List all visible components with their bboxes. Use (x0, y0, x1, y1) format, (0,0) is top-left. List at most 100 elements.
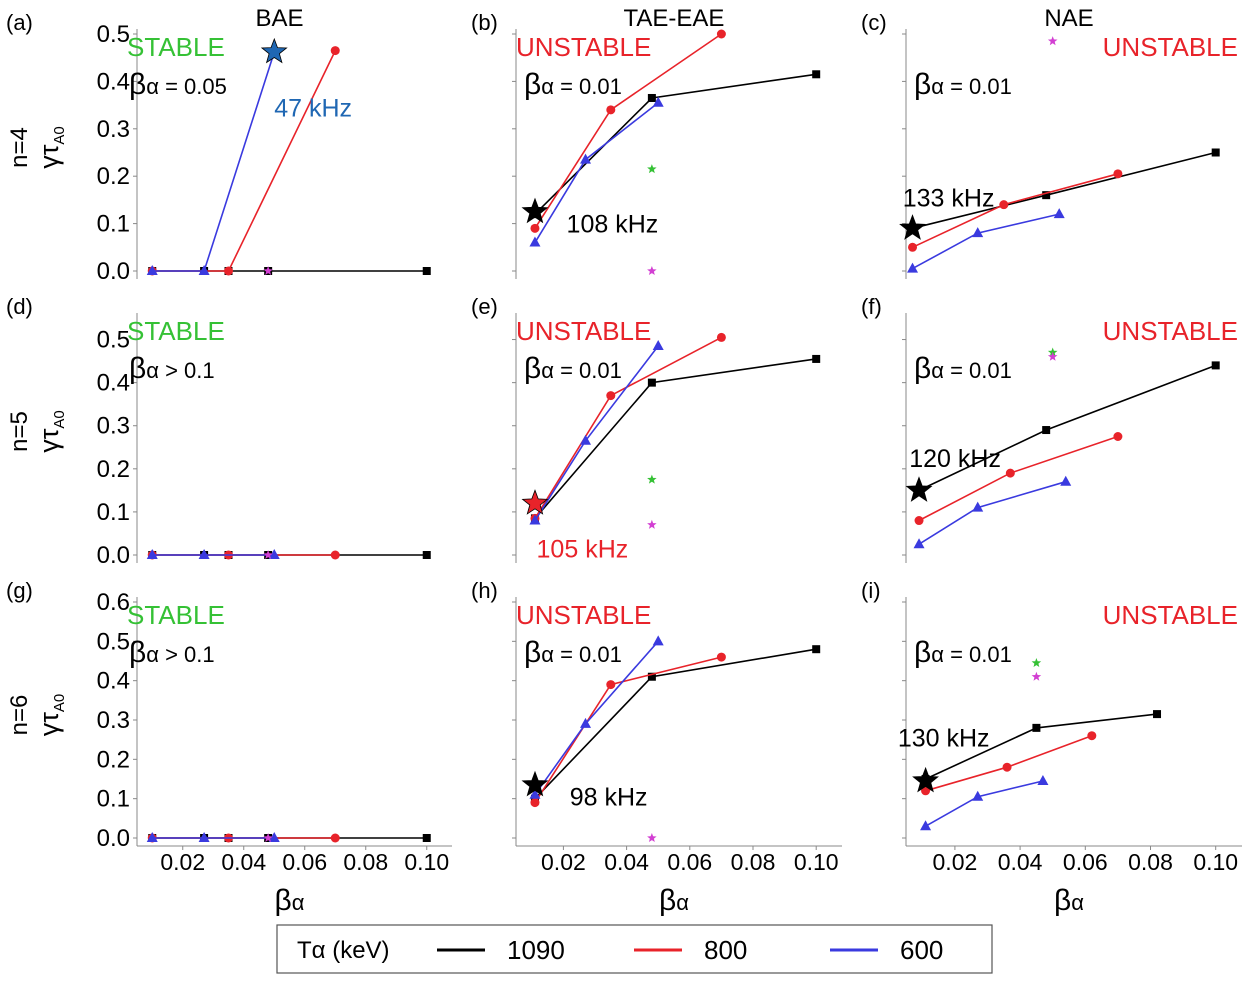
triangle-marker (529, 788, 541, 799)
x-axis-label-subscript: α (292, 890, 305, 915)
x-axis-label: βα (1054, 884, 1084, 917)
beta-subscript: α (541, 642, 554, 667)
circle-marker (224, 266, 233, 276)
frequency-annotation: 98 kHz (570, 784, 648, 812)
panel-label: (h) (471, 578, 498, 603)
beta-value: = 0.01 (944, 358, 1012, 383)
x-tick-label: 0.02 (160, 849, 205, 875)
y-tick-label: 0.0 (97, 258, 130, 285)
circle-marker (1113, 169, 1123, 179)
legend: Tα (keV) 1090 800 600 (276, 924, 993, 974)
column-title: TAE-EAE (624, 5, 725, 32)
square-marker (647, 93, 656, 102)
triangle-marker (146, 265, 158, 275)
y-axis-label: γτA0 (34, 126, 68, 169)
triangle-marker (198, 265, 210, 275)
circle-marker (606, 105, 616, 115)
beta-symbol: β (129, 352, 146, 385)
triangle-marker (529, 514, 541, 525)
beta-subscript: α (146, 74, 159, 99)
circle-marker (716, 652, 726, 662)
square-marker (1042, 426, 1051, 435)
triangle-marker (913, 538, 925, 549)
row-label-n=4: n=4 (6, 127, 33, 168)
panel-label: (c) (861, 10, 887, 35)
star-marker (521, 489, 549, 515)
star-marker (647, 266, 657, 275)
y-axis-title: γτA0 (34, 126, 68, 169)
beta-symbol: β (524, 636, 541, 669)
y-axis-label-subscript: A0 (51, 126, 68, 144)
status-label: UNSTABLE (516, 600, 651, 630)
star-marker (1031, 671, 1042, 681)
triangle-marker (972, 227, 984, 238)
triangle-marker (1037, 774, 1049, 785)
circle-marker (1087, 731, 1097, 741)
panel-c: (c) NAE UNSTABLE βα = 0.01 133 kHz (861, 5, 1238, 279)
star-marker (1031, 658, 1042, 667)
frequency-annotation: 130 kHz (898, 725, 990, 753)
y-tick-label: 0.3 (97, 707, 130, 734)
square-marker (812, 645, 821, 654)
x-tick-label: 0.04 (604, 849, 649, 875)
status-label: UNSTABLE (516, 316, 651, 346)
triangle-marker (268, 549, 280, 559)
column-title: NAE (1044, 5, 1093, 32)
x-tick-label: 0.08 (343, 849, 388, 875)
beta-subscript: α (541, 358, 554, 383)
x-tick-label: 0.10 (404, 849, 449, 875)
panel-label: (f) (861, 294, 882, 319)
beta-label: βα = 0.01 (914, 636, 1012, 669)
y-tick-label: 0.1 (97, 499, 130, 526)
y-axis-label: γτA0 (34, 410, 68, 453)
beta-symbol: β (914, 352, 931, 385)
panel-label: (g) (6, 578, 33, 603)
beta-label: βα > 0.1 (129, 352, 215, 385)
y-tick-label: 0.0 (97, 825, 130, 852)
panel-label: (a) (6, 10, 33, 35)
status-label: STABLE (127, 316, 225, 346)
triangle-marker (146, 549, 158, 559)
frequency-annotation: 133 kHz (903, 185, 995, 213)
square-marker (1211, 361, 1220, 370)
y-tick-label: 0.1 (97, 211, 130, 238)
series-line-800 (534, 33, 722, 229)
beta-label: βα = 0.01 (524, 352, 622, 385)
triangle-marker (907, 262, 919, 273)
y-tick-label: 0.0 (97, 542, 130, 569)
y-tick-label: 0.2 (97, 163, 130, 190)
circle-marker (330, 550, 340, 560)
triangle-marker (652, 96, 664, 107)
triangle-marker (652, 635, 664, 646)
y-tick-label: 0.1 (97, 786, 130, 813)
star-marker (263, 266, 273, 275)
star-marker (899, 214, 926, 240)
x-tick-label: 0.08 (731, 849, 776, 875)
circle-marker (330, 46, 340, 56)
y-tick-label: 0.4 (97, 68, 130, 95)
panel-a: (a) 0.0 0.1 0.2 0.3 0.4 0.5 BAE STABLE βα = 0.05 4… (6, 5, 431, 285)
square-marker (422, 834, 431, 842)
y-tick-label: 0.4 (97, 668, 130, 695)
beta-subscript: α (931, 642, 944, 667)
beta-symbol: β (914, 68, 931, 101)
x-tick-label: 0.02 (933, 849, 978, 875)
beta-subscript: α (541, 74, 554, 99)
circle-marker (1002, 762, 1012, 772)
triangle-marker (1060, 475, 1072, 486)
star-marker (912, 766, 939, 793)
triangle-marker (268, 832, 280, 842)
triangle-marker (972, 790, 984, 801)
status-label: UNSTABLE (1103, 600, 1238, 630)
square-marker (812, 354, 821, 363)
legend-label-600: 600 (900, 935, 943, 965)
star-marker (1047, 36, 1058, 46)
y-axis-title: γτA0 (34, 410, 68, 453)
triangle-marker (1053, 208, 1065, 219)
x-tick-label: 0.06 (667, 849, 712, 875)
square-marker (422, 551, 431, 559)
y-tick-label: 0.2 (97, 746, 130, 773)
beta-label: βα = 0.05 (129, 68, 227, 101)
